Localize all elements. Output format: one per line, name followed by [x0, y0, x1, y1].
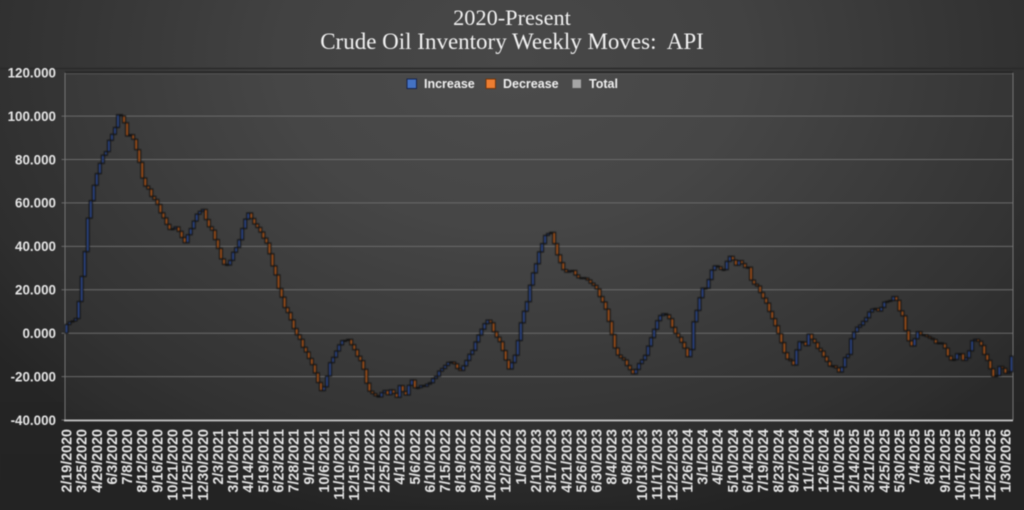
svg-text:2/3/2021: 2/3/2021 — [211, 429, 227, 485]
svg-text:10/13/2023: 10/13/2023 — [635, 429, 651, 501]
svg-text:10/28/2022: 10/28/2022 — [484, 429, 500, 501]
svg-text:5/19/2021: 5/19/2021 — [256, 429, 272, 493]
svg-text:1/26/2024: 1/26/2024 — [680, 429, 696, 493]
svg-text:5/6/2022: 5/6/2022 — [408, 429, 424, 485]
svg-text:1/10/2025: 1/10/2025 — [832, 429, 848, 493]
svg-text:8/4/2023: 8/4/2023 — [605, 429, 621, 485]
svg-text:2/10/2023: 2/10/2023 — [529, 429, 545, 493]
svg-text:Increase: Increase — [424, 77, 475, 91]
svg-text:Total: Total — [589, 77, 618, 91]
svg-text:6/23/2021: 6/23/2021 — [272, 429, 288, 493]
svg-text:6/10/2022: 6/10/2022 — [423, 429, 439, 493]
svg-text:7/15/2022: 7/15/2022 — [438, 429, 454, 493]
svg-text:4/21/2023: 4/21/2023 — [559, 429, 575, 493]
svg-text:11/21/2025: 11/21/2025 — [968, 429, 984, 500]
svg-text:8/19/2022: 8/19/2022 — [453, 429, 469, 493]
svg-text:12/2/2022: 12/2/2022 — [499, 429, 515, 493]
svg-text:7/28/2021: 7/28/2021 — [287, 429, 303, 493]
svg-text:3/17/2023: 3/17/2023 — [544, 429, 560, 493]
svg-text:-20.000: -20.000 — [11, 369, 56, 384]
svg-text:5/30/2025: 5/30/2025 — [892, 429, 908, 493]
svg-text:12/6/2024: 12/6/2024 — [817, 429, 833, 493]
svg-text:4/14/2021: 4/14/2021 — [241, 429, 257, 493]
svg-text:5/10/2024: 5/10/2024 — [726, 429, 742, 493]
svg-text:4/5/2024: 4/5/2024 — [711, 429, 727, 485]
svg-text:11/17/2023: 11/17/2023 — [650, 429, 666, 500]
svg-text:2/14/2025: 2/14/2025 — [847, 429, 863, 493]
svg-text:0.000: 0.000 — [22, 326, 56, 341]
svg-text:5/26/2023: 5/26/2023 — [574, 429, 590, 493]
svg-text:2/19/2020: 2/19/2020 — [60, 429, 76, 493]
svg-text:9/23/2022: 9/23/2022 — [468, 429, 484, 493]
svg-text:3/1/2024: 3/1/2024 — [696, 429, 712, 485]
svg-text:6/3/2020: 6/3/2020 — [105, 429, 121, 485]
svg-text:-40.000: -40.000 — [11, 413, 56, 428]
svg-text:6/30/2023: 6/30/2023 — [590, 429, 606, 493]
svg-text:3/21/2025: 3/21/2025 — [862, 429, 878, 493]
svg-text:80.000: 80.000 — [15, 152, 56, 167]
svg-text:11/25/2020: 11/25/2020 — [181, 429, 197, 500]
svg-text:100.000: 100.000 — [8, 109, 56, 124]
svg-text:8/23/2024: 8/23/2024 — [771, 429, 787, 493]
svg-text:10/17/2025: 10/17/2025 — [953, 429, 969, 501]
svg-text:Decrease: Decrease — [503, 77, 559, 91]
svg-text:10/21/2020: 10/21/2020 — [166, 429, 182, 501]
svg-text:2/25/2022: 2/25/2022 — [378, 429, 394, 493]
svg-text:4/29/2020: 4/29/2020 — [90, 429, 106, 493]
svg-text:60.000: 60.000 — [15, 196, 56, 211]
svg-text:3/25/2020: 3/25/2020 — [75, 429, 91, 493]
svg-text:20.000: 20.000 — [15, 283, 56, 298]
svg-text:12/15/2021: 12/15/2021 — [347, 429, 363, 501]
svg-text:7/8/2020: 7/8/2020 — [120, 429, 136, 485]
svg-text:40.000: 40.000 — [15, 239, 56, 254]
svg-text:120.000: 120.000 — [8, 66, 56, 81]
svg-text:7/4/2025: 7/4/2025 — [908, 429, 924, 485]
svg-text:9/27/2024: 9/27/2024 — [786, 429, 802, 493]
svg-text:1/21/2022: 1/21/2022 — [362, 429, 378, 493]
svg-text:1/6/2023: 1/6/2023 — [514, 429, 530, 485]
svg-text:12/22/2023: 12/22/2023 — [665, 429, 681, 501]
svg-text:4/25/2025: 4/25/2025 — [877, 429, 893, 493]
svg-text:9/16/2020: 9/16/2020 — [150, 429, 166, 493]
svg-text:9/1/2021: 9/1/2021 — [302, 429, 318, 485]
svg-text:6/14/2024: 6/14/2024 — [741, 429, 757, 493]
svg-text:1/30/2026: 1/30/2026 — [998, 429, 1014, 493]
svg-text:8/8/2025: 8/8/2025 — [923, 429, 939, 485]
svg-text:9/8/2023: 9/8/2023 — [620, 429, 636, 485]
svg-text:11/10/2021: 11/10/2021 — [332, 429, 348, 500]
svg-text:8/12/2020: 8/12/2020 — [135, 429, 151, 493]
svg-text:4/1/2022: 4/1/2022 — [393, 429, 409, 485]
svg-text:12/30/2020: 12/30/2020 — [196, 429, 212, 501]
svg-text:3/10/2021: 3/10/2021 — [226, 429, 242, 493]
svg-text:12/26/2025: 12/26/2025 — [983, 429, 999, 501]
svg-text:9/12/2025: 9/12/2025 — [938, 429, 954, 493]
svg-text:11/1/2024: 11/1/2024 — [802, 429, 818, 492]
svg-text:10/6/2021: 10/6/2021 — [317, 429, 333, 493]
svg-text:7/19/2024: 7/19/2024 — [756, 429, 772, 493]
